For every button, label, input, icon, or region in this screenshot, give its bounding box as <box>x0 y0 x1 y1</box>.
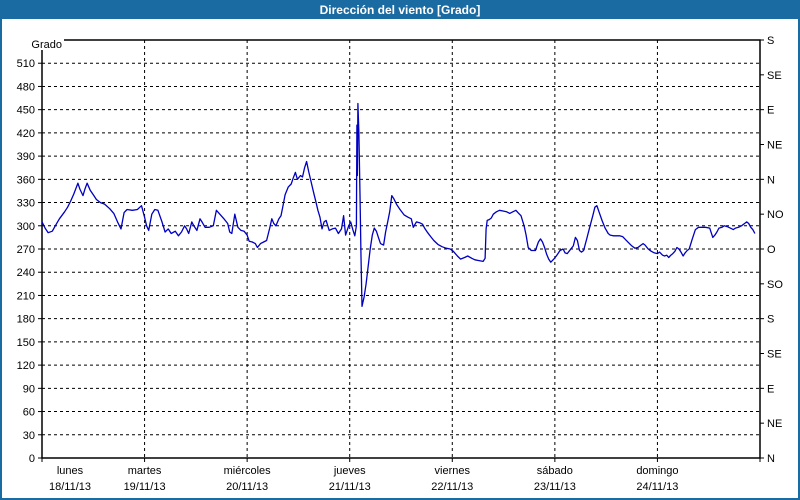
svg-text:E: E <box>767 105 774 117</box>
svg-text:150: 150 <box>17 337 35 349</box>
svg-text:domingo: domingo <box>636 465 678 477</box>
svg-text:24/11/13: 24/11/13 <box>636 481 678 493</box>
svg-text:390: 390 <box>17 151 35 163</box>
svg-text:E: E <box>767 383 774 395</box>
svg-text:510: 510 <box>17 58 35 70</box>
svg-text:450: 450 <box>17 105 35 117</box>
svg-text:300: 300 <box>17 221 35 233</box>
svg-text:SO: SO <box>767 279 783 291</box>
svg-text:lunes: lunes <box>57 465 84 477</box>
svg-text:30: 30 <box>23 430 35 442</box>
title-bar: Dirección del viento [Grado] <box>0 0 800 19</box>
svg-text:90: 90 <box>23 383 35 395</box>
svg-text:120: 120 <box>17 360 35 372</box>
svg-text:18/11/13: 18/11/13 <box>49 481 91 493</box>
svg-text:SE: SE <box>767 70 782 82</box>
svg-text:210: 210 <box>17 290 35 302</box>
plot-gridlines-horizontal <box>42 62 760 436</box>
svg-text:420: 420 <box>17 128 35 140</box>
svg-text:0: 0 <box>29 453 35 465</box>
svg-text:SE: SE <box>767 349 782 361</box>
svg-text:23/11/13: 23/11/13 <box>534 481 576 493</box>
wind-direction-line <box>41 102 756 307</box>
svg-text:viernes: viernes <box>435 465 471 477</box>
svg-text:miércoles: miércoles <box>224 465 272 477</box>
svg-text:480: 480 <box>17 81 35 93</box>
svg-text:NO: NO <box>767 209 784 221</box>
plot-gridlines-vertical <box>144 40 658 458</box>
svg-text:N: N <box>767 174 775 186</box>
svg-text:S: S <box>767 35 774 47</box>
svg-text:N: N <box>767 453 775 465</box>
svg-text:21/11/13: 21/11/13 <box>329 481 371 493</box>
svg-text:240: 240 <box>17 267 35 279</box>
svg-text:sábado: sábado <box>537 465 573 477</box>
svg-text:330: 330 <box>17 198 35 210</box>
chart-title: Dirección del viento [Grado] <box>319 2 481 17</box>
x-axis-day-labels: lunes 18/11/13 martes 19/11/13 miércoles 20/1… <box>41 458 761 493</box>
svg-text:60: 60 <box>23 407 35 419</box>
svg-text:martes: martes <box>128 465 162 477</box>
svg-text:360: 360 <box>17 174 35 186</box>
svg-text:22/11/13: 22/11/13 <box>431 481 473 493</box>
svg-text:180: 180 <box>17 314 35 326</box>
svg-text:S: S <box>767 314 774 326</box>
svg-text:NE: NE <box>767 418 782 430</box>
svg-text:O: O <box>767 244 776 256</box>
svg-text:20/11/13: 20/11/13 <box>226 481 268 493</box>
svg-text:NE: NE <box>767 140 782 152</box>
svg-text:19/11/13: 19/11/13 <box>124 481 166 493</box>
plot-border <box>41 39 761 459</box>
y-axis-title: Grado <box>20 37 64 51</box>
svg-text:Grado: Grado <box>31 39 62 51</box>
svg-text:jueves: jueves <box>333 465 366 477</box>
y-axis-left-labels: 0 30 60 90 120 150 180 210 240 270 300 330 360 390 420… <box>17 58 42 465</box>
svg-text:270: 270 <box>17 244 35 256</box>
y-axis-right-labels: S SE E NE N NO O SO S SE E NE N <box>760 35 784 465</box>
